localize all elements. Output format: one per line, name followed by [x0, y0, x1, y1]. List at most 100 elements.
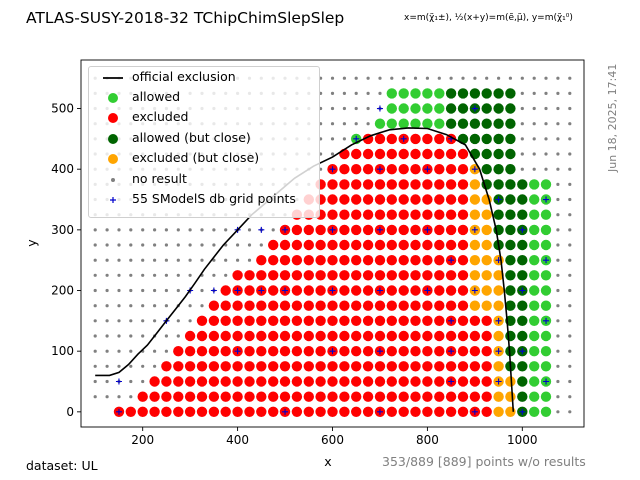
data-point-no-result [342, 106, 346, 111]
data-point-excluded [244, 361, 255, 372]
data-point-excluded [410, 179, 421, 190]
data-point-excluded [398, 300, 409, 311]
data-point-excluded [422, 194, 433, 205]
data-point-excluded [469, 346, 481, 357]
db-grid-point [471, 287, 478, 294]
data-point-excluded [481, 346, 492, 357]
data-point-excluded [362, 330, 374, 342]
data-point-no-result [366, 122, 370, 126]
db-grid-point [495, 348, 502, 355]
data-point-excluded [445, 270, 457, 281]
data-point-allowed-close [445, 118, 457, 129]
data-point-excluded [256, 315, 267, 326]
data-point-no-result [153, 243, 157, 247]
data-point-allowed [540, 270, 552, 281]
data-point-excluded [351, 330, 362, 342]
data-point-no-result [520, 167, 524, 171]
db-grid-point [519, 348, 526, 355]
data-point-excluded [434, 164, 445, 175]
data-point-excluded [279, 391, 291, 402]
data-point-allowed [386, 118, 397, 129]
data-point-allowed [386, 88, 397, 99]
db-grid-point [471, 226, 478, 233]
data-point-no-result [212, 273, 216, 277]
data-point-excluded [374, 179, 386, 190]
data-point-allowed [529, 179, 540, 190]
data-point-excluded [398, 330, 409, 342]
data-point-no-result [105, 304, 109, 308]
data-point-no-result [544, 76, 548, 80]
data-point-excluded [339, 270, 350, 281]
data-point-excluded [303, 315, 314, 326]
data-point-allowed [529, 391, 540, 402]
db-grid-point [424, 226, 431, 233]
data-point-excluded [362, 391, 374, 402]
data-point-allowed [386, 103, 397, 114]
data-point-no-result [93, 379, 97, 384]
data-point-excluded [469, 391, 481, 402]
db-grid-point [448, 348, 455, 355]
data-point-excluded [244, 285, 255, 296]
data-point-excluded [422, 148, 433, 160]
data-point-allowed-close [505, 179, 516, 190]
data-point-no-result [117, 395, 121, 399]
db-grid-point [353, 135, 360, 142]
data-point-excluded [410, 406, 421, 417]
data-point-excluded [315, 300, 326, 311]
data-point-excluded [434, 285, 445, 296]
data-point-excluded [268, 315, 279, 326]
data-point-excluded [339, 315, 350, 326]
data-point-allowed [529, 224, 540, 236]
data-point-no-result [93, 304, 97, 308]
db-grid-point [115, 378, 122, 385]
data-point-no-result [532, 152, 536, 156]
data-point-excluded [457, 391, 469, 402]
data-point-excluded-close [505, 376, 516, 387]
data-point-excluded [315, 255, 326, 266]
data-point-excluded [434, 224, 445, 236]
data-point-allowed-close [517, 239, 528, 251]
data-point-excluded [315, 376, 326, 387]
data-point-no-result [129, 349, 133, 353]
x-axis-ticks: 200 400 600 800 1000 [131, 427, 538, 447]
data-point-allowed-close [517, 330, 528, 342]
data-point-excluded [279, 300, 291, 311]
data-point-excluded [184, 391, 196, 402]
data-point-excluded [220, 361, 231, 372]
data-point-excluded [161, 376, 172, 387]
data-point-excluded [386, 239, 397, 251]
data-point-excluded [422, 179, 433, 190]
y-tick-label: 200 [51, 284, 74, 298]
data-point-excluded [374, 376, 386, 387]
data-point-allowed [529, 406, 540, 417]
data-point-excluded [339, 300, 350, 311]
data-point-excluded-close [493, 285, 504, 296]
data-point-excluded [173, 376, 184, 387]
legend-label: excluded (but close) [132, 150, 260, 165]
data-point-excluded [184, 406, 196, 417]
data-point-no-result [556, 106, 560, 111]
data-point-excluded [386, 406, 397, 417]
data-point-excluded [220, 285, 231, 296]
data-point-no-result [366, 91, 370, 95]
data-point-excluded [374, 255, 386, 266]
data-point-no-result [236, 258, 240, 262]
data-point-no-result [568, 349, 572, 353]
data-point-allowed-close [505, 194, 516, 205]
data-point-excluded [173, 406, 184, 417]
data-point-excluded [161, 391, 172, 402]
data-point-excluded [410, 255, 421, 266]
data-point-excluded [362, 239, 374, 251]
data-point-excluded [173, 361, 184, 372]
db-grid-point [519, 226, 526, 233]
data-point-allowed-close [457, 118, 469, 129]
data-point-excluded [268, 255, 279, 266]
data-point-excluded [268, 300, 279, 311]
legend-label: allowed [132, 89, 181, 104]
data-point-excluded [291, 285, 303, 296]
data-point-no-result [449, 76, 453, 80]
data-point-no-result [153, 349, 157, 353]
data-point-excluded [434, 209, 445, 220]
data-point-excluded [351, 179, 362, 190]
data-point-excluded [268, 346, 279, 357]
